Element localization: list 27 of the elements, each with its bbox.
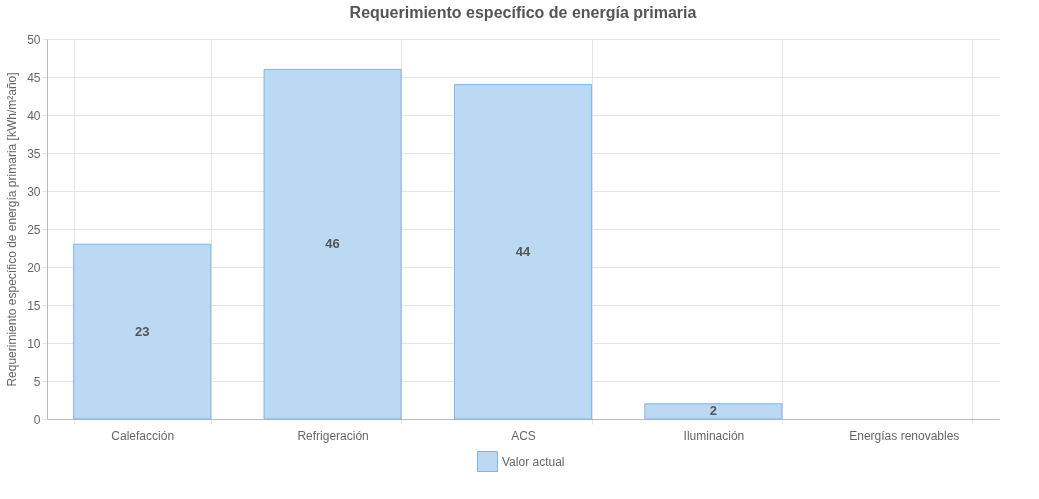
legend-label: Valor actual	[502, 454, 565, 469]
bar	[644, 403, 783, 420]
y-tick-label: 50	[27, 32, 41, 47]
y-tick-label: 15	[27, 298, 41, 313]
chart-title: Requerimiento específico de energía primaria	[349, 4, 697, 21]
x-tick-label: Energías renovables	[849, 428, 960, 443]
bar	[73, 243, 212, 420]
data-label: 44	[515, 243, 531, 259]
x-tick-label: Iluminación	[683, 428, 745, 443]
x-tick-label: Calefacción	[111, 428, 175, 443]
y-tick-label: 40	[27, 108, 41, 123]
y-tick-label: 5	[33, 374, 41, 389]
data-label: 46	[325, 236, 340, 252]
y-tick-label: 35	[27, 146, 41, 161]
y-tick-label: 20	[27, 260, 41, 275]
y-tick-label: 0	[33, 412, 41, 427]
x-tick-label: ACS	[511, 428, 536, 443]
x-tick-label: Refrigeración	[297, 428, 369, 443]
y-tick-label: 45	[27, 70, 41, 85]
y-tick-label: 30	[27, 184, 41, 199]
bar	[263, 68, 402, 420]
y-axis-title: Requerimiento específico de energía primaria [kWh/m²año]	[5, 72, 20, 387]
y-tick-label: 10	[27, 336, 41, 351]
y-tick-label: 25	[27, 222, 41, 237]
data-label: 23	[134, 323, 150, 339]
bar	[453, 84, 593, 420]
data-label: 2	[709, 403, 718, 419]
